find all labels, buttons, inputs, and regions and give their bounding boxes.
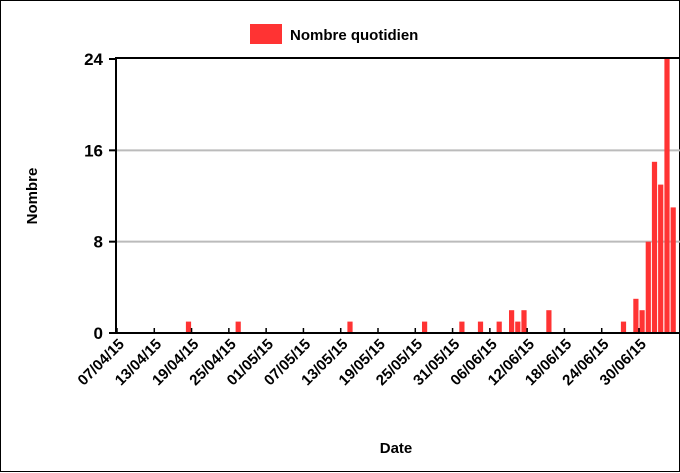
plot-area	[115, 57, 680, 334]
bar	[651, 161, 658, 334]
bar	[496, 321, 502, 333]
bar	[459, 321, 465, 333]
bar	[645, 241, 651, 333]
bars	[185, 59, 676, 334]
bar	[521, 310, 527, 333]
y-tick-label: 16	[84, 141, 103, 160]
bar	[639, 310, 645, 333]
bar	[546, 310, 552, 333]
bar	[185, 321, 192, 333]
bar	[658, 184, 664, 333]
bar	[664, 59, 670, 333]
bar	[509, 310, 515, 333]
y-tick-label: 24	[84, 50, 103, 69]
grid-lines	[117, 149, 680, 243]
y-axis-label: Nombre	[24, 168, 41, 225]
legend-swatch	[250, 24, 282, 44]
y-axis-ticks: 0 8 16 24	[84, 50, 117, 343]
bar	[620, 321, 627, 333]
bar	[235, 321, 241, 333]
bar	[477, 321, 484, 333]
y-tick-label: 0	[94, 324, 103, 343]
bar	[515, 321, 521, 333]
bar	[347, 321, 353, 333]
x-axis-label: Date	[380, 440, 413, 457]
legend-label: Nombre quotidien	[290, 27, 418, 44]
legend: Nombre quotidien	[250, 24, 418, 44]
x-axis-ticks: 07/04/1513/04/1519/04/1525/04/1501/05/15…	[75, 328, 650, 389]
bar	[422, 321, 428, 333]
bar	[633, 298, 639, 334]
bar	[670, 207, 676, 333]
y-tick-label: 8	[94, 233, 103, 252]
